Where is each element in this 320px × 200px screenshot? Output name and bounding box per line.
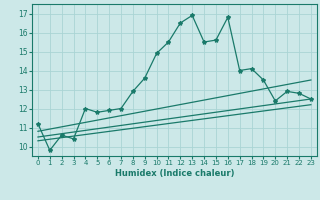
X-axis label: Humidex (Indice chaleur): Humidex (Indice chaleur) — [115, 169, 234, 178]
